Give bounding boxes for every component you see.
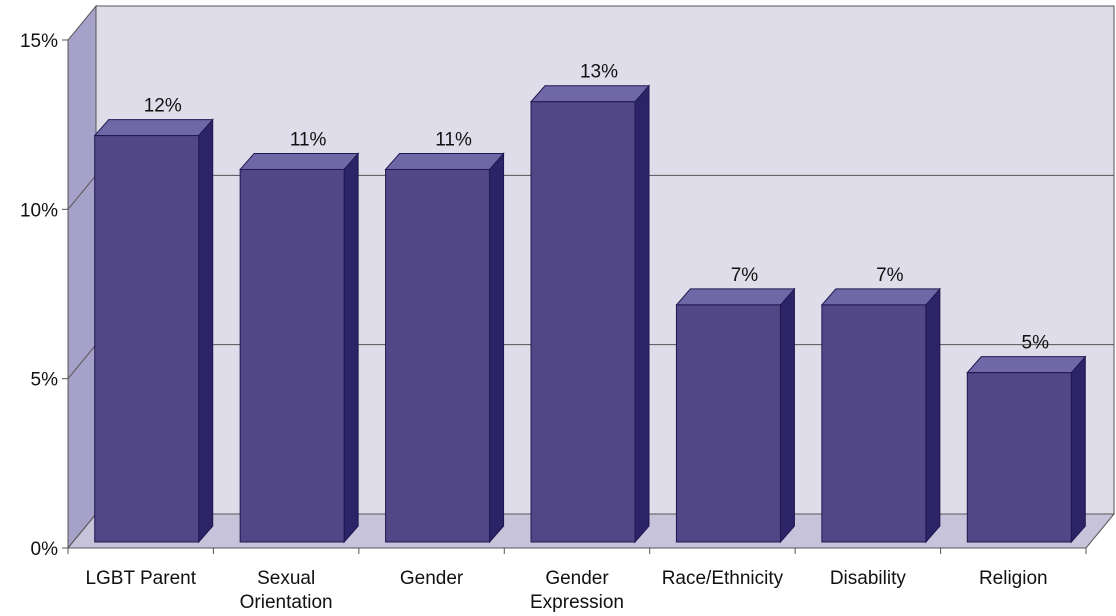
- bar-front: [385, 168, 491, 543]
- bar-side: [634, 84, 650, 544]
- bar-top: [239, 152, 360, 170]
- bar: [239, 152, 360, 544]
- bar: [675, 287, 796, 544]
- data-label: 11%: [290, 129, 327, 150]
- data-label: 13%: [580, 62, 618, 83]
- bar-front: [530, 101, 636, 543]
- bar-front: [94, 135, 200, 543]
- bar-side: [489, 152, 505, 544]
- data-label: 12%: [144, 96, 182, 117]
- chart-side-wall: [67, 4, 97, 550]
- bar-top: [675, 288, 796, 306]
- y-tick-label: 10%: [20, 200, 58, 221]
- bar-top: [529, 85, 651, 103]
- bar-top: [93, 119, 214, 137]
- data-label: 7%: [731, 265, 759, 286]
- bar-front: [821, 304, 927, 543]
- x-tick-label: Disability: [830, 568, 907, 589]
- bar-top: [966, 356, 1087, 374]
- x-tick-label: Gender Expression: [530, 568, 624, 613]
- data-labels: 12% 11% 11% 13% 7% 7% 5%: [144, 62, 1049, 354]
- y-axis: 0% 5% 10% 15%: [20, 31, 69, 560]
- x-tick-label: Sexual Orientation: [240, 568, 333, 613]
- bar-top: [384, 152, 505, 170]
- bar-front: [239, 168, 345, 543]
- bar-side: [925, 287, 941, 544]
- y-tick-label: 0%: [31, 539, 59, 560]
- x-tick-label: Gender: [400, 568, 464, 589]
- bar: [966, 355, 1087, 544]
- bars: [93, 84, 1087, 544]
- bar-front: [966, 372, 1072, 543]
- bar-side: [1070, 355, 1086, 544]
- bar: [93, 118, 214, 544]
- x-tick-label: LGBT Parent: [85, 568, 196, 589]
- data-label: 7%: [876, 265, 904, 286]
- data-label: 11%: [435, 129, 472, 150]
- bar-side: [779, 287, 795, 544]
- y-tick-label: 15%: [20, 31, 58, 52]
- gridline-side: [67, 175, 97, 210]
- x-tick-label: Religion: [979, 568, 1048, 589]
- bar-side: [343, 152, 359, 544]
- y-tick-label: 5%: [31, 370, 59, 391]
- bar: [384, 152, 505, 544]
- gridline-side: [67, 344, 97, 379]
- x-tick-label: Race/Ethnicity: [662, 568, 784, 589]
- bar: [529, 84, 651, 544]
- bar-side: [198, 118, 214, 544]
- x-axis: LGBT Parent Sexual Orientation Gender Gender…: [67, 547, 1087, 613]
- bar: [820, 287, 941, 544]
- bar-top: [820, 288, 941, 306]
- bar-front: [675, 304, 781, 543]
- data-label: 5%: [1022, 333, 1050, 354]
